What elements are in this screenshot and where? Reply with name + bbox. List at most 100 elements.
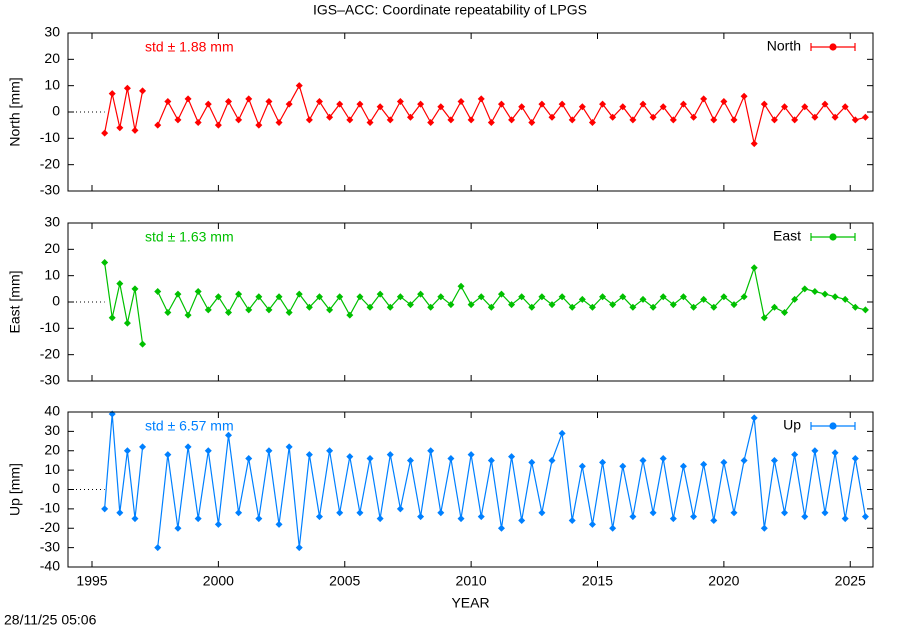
data-point	[750, 414, 758, 422]
data-point	[770, 456, 778, 464]
data-point	[558, 100, 566, 108]
data-point	[548, 301, 556, 309]
data-point	[366, 119, 374, 127]
data-point	[740, 293, 748, 301]
data-point	[831, 449, 839, 457]
data-point	[265, 97, 273, 105]
data-point	[578, 103, 586, 111]
data-point	[406, 113, 414, 121]
data-point	[457, 515, 465, 523]
data-point	[356, 509, 364, 517]
data-point	[108, 90, 116, 98]
series-line	[157, 84, 866, 144]
data-point	[710, 116, 718, 124]
x-tick-label: 2010	[456, 573, 487, 589]
legend-dot	[829, 43, 837, 51]
data-point	[649, 303, 657, 311]
x-tick-label: 2005	[329, 573, 360, 589]
data-point	[101, 129, 109, 137]
legend-label: North	[767, 38, 801, 54]
data-point	[528, 458, 536, 466]
data-point	[770, 303, 778, 311]
data-point	[588, 119, 596, 127]
y-tick-label: -30	[40, 372, 60, 388]
data-point	[295, 290, 303, 298]
data-point	[154, 544, 162, 552]
data-point	[497, 290, 505, 298]
data-point	[568, 303, 576, 311]
y-tick-label: 30	[44, 214, 60, 230]
y-tick-label: 10	[44, 76, 60, 92]
data-point	[194, 287, 202, 295]
data-point	[861, 513, 869, 521]
data-point	[235, 509, 243, 517]
data-point	[578, 462, 586, 470]
data-point	[619, 103, 627, 111]
data-point	[750, 140, 758, 148]
data-point	[548, 456, 556, 464]
data-point	[639, 295, 647, 303]
data-point	[275, 293, 283, 301]
data-point	[639, 456, 647, 464]
data-point	[740, 92, 748, 100]
data-point	[164, 309, 172, 317]
data-point	[781, 509, 789, 517]
data-point	[427, 119, 435, 127]
data-point	[386, 451, 394, 459]
x-tick-label: 2015	[582, 573, 613, 589]
data-point	[194, 119, 202, 127]
data-point	[116, 509, 124, 517]
data-point	[629, 116, 637, 124]
data-point	[376, 103, 384, 111]
legend-label: Up	[783, 417, 801, 433]
data-point	[326, 306, 334, 314]
data-point	[174, 524, 182, 532]
data-point	[588, 303, 596, 311]
data-point	[831, 293, 839, 301]
data-point	[116, 124, 124, 132]
y-tick-label: -10	[40, 500, 60, 516]
y-tick-label: -10	[40, 319, 60, 335]
y-tick-label: -30	[40, 538, 60, 554]
data-point	[851, 303, 859, 311]
y-tick-label: 10	[44, 266, 60, 282]
data-point	[487, 456, 495, 464]
data-point	[154, 287, 162, 295]
data-point	[139, 340, 147, 348]
data-point	[204, 306, 212, 314]
page-title: IGS–ACC: Coordinate repeatability of LPG…	[313, 2, 587, 18]
data-point	[801, 103, 809, 111]
data-point	[336, 100, 344, 108]
timestamp: 28/11/25 05:06	[4, 612, 97, 628]
data-point	[295, 82, 303, 90]
data-point	[174, 290, 182, 298]
data-point	[245, 455, 253, 462]
data-point	[326, 447, 334, 455]
data-point	[123, 447, 131, 455]
data-point	[730, 301, 738, 309]
data-point	[139, 443, 147, 451]
annotation: std ± 6.57 mm	[145, 418, 234, 434]
y-tick-label: 0	[52, 293, 60, 309]
y-tick-label: 10	[44, 461, 60, 477]
data-point	[477, 293, 485, 301]
data-point	[356, 100, 364, 108]
plot-frame	[67, 32, 874, 192]
data-point	[740, 456, 748, 464]
data-point	[690, 513, 698, 521]
data-point	[801, 513, 809, 521]
data-point	[305, 303, 313, 311]
data-point	[427, 303, 435, 311]
data-point	[265, 447, 273, 455]
y-tick-label: -40	[40, 558, 60, 574]
y-tick-label: -20	[40, 519, 60, 535]
data-point	[224, 97, 232, 105]
data-point	[558, 429, 566, 437]
data-point	[245, 95, 253, 103]
data-point	[346, 116, 354, 124]
data-point	[346, 453, 354, 461]
legend-label: East	[773, 228, 801, 244]
data-point	[730, 509, 738, 517]
data-point	[629, 513, 637, 521]
